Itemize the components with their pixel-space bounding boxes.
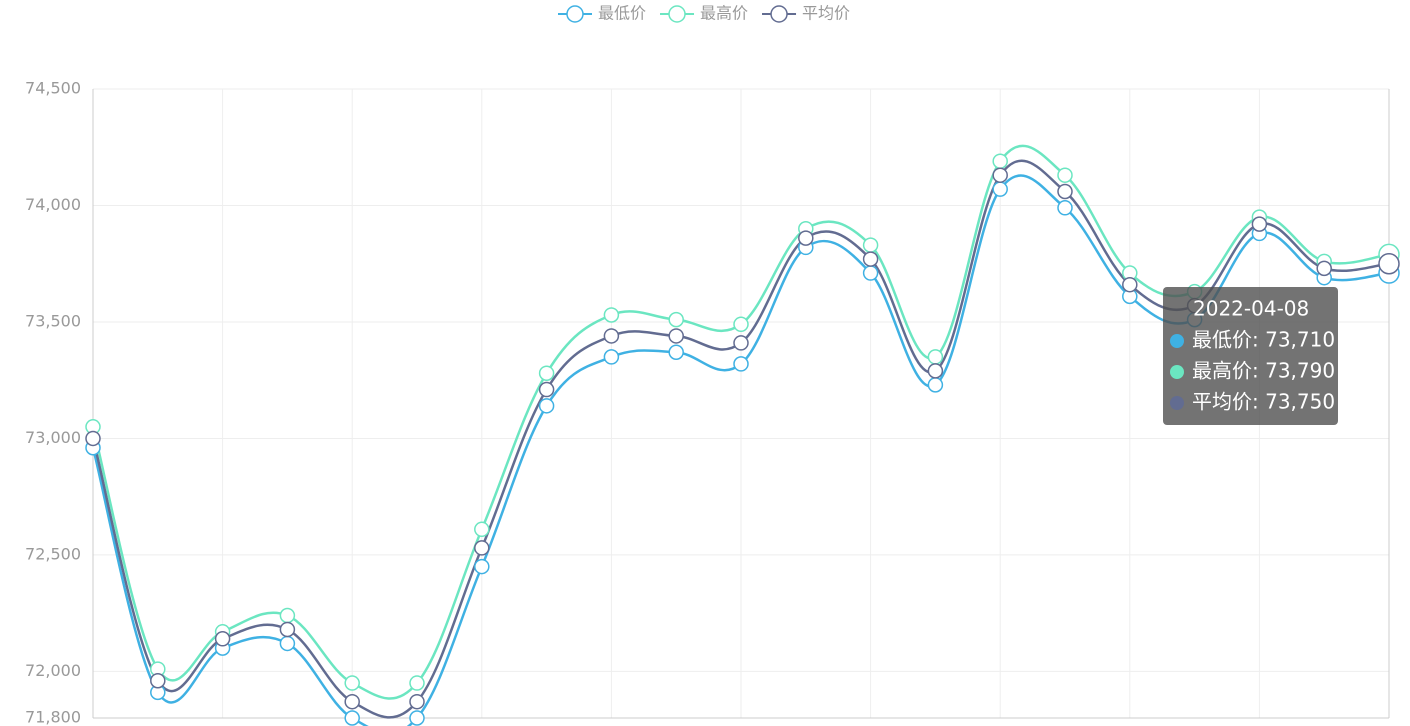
tooltip-dot (1170, 396, 1184, 410)
tooltip-row: 最低价: 73,710 (1192, 328, 1335, 352)
data-point (603, 349, 620, 365)
y-tick-label: 73,000 (25, 428, 81, 447)
data-point (538, 398, 555, 414)
legend-marker (770, 5, 788, 23)
data-point (1057, 183, 1073, 200)
data-point (1251, 216, 1268, 232)
legend-item[interactable]: 最高价 (660, 4, 748, 23)
y-tick-label: 72,500 (25, 544, 81, 563)
data-point (409, 693, 425, 710)
data-point (279, 607, 296, 624)
data-point (992, 181, 1008, 197)
data-point (538, 381, 555, 398)
legend-marker (668, 5, 686, 23)
data-point (992, 153, 1008, 169)
data-point (668, 328, 684, 344)
data-point (733, 316, 749, 333)
data-point (344, 693, 360, 710)
data-point (668, 344, 684, 360)
data-point (279, 635, 296, 652)
data-point (1316, 260, 1332, 277)
legend-label: 最低价 (598, 4, 646, 23)
data-point (409, 675, 425, 691)
data-point (927, 349, 944, 365)
data-point (992, 167, 1008, 183)
data-point (474, 558, 490, 575)
data-point (214, 631, 231, 647)
tooltip-dot (1170, 365, 1184, 379)
data-point (1122, 276, 1138, 293)
tooltip-dot (1170, 334, 1184, 348)
data-point (1057, 200, 1073, 216)
data-point (538, 365, 555, 381)
data-point (668, 311, 684, 328)
data-point (862, 265, 879, 281)
data-point (474, 521, 490, 538)
data-point (603, 307, 620, 323)
y-tick-label: 74,500 (25, 79, 81, 98)
legend-label: 平均价 (802, 4, 850, 23)
legend-item[interactable]: 最低价 (558, 4, 646, 23)
data-point (1057, 167, 1073, 183)
tooltip-row: 平均价: 73,750 (1192, 390, 1335, 414)
y-tick-label: 72,000 (25, 661, 81, 680)
y-tick-label: 71,800 (25, 708, 81, 726)
tooltip-title: 2022-04-08 (1193, 297, 1309, 321)
data-point (85, 430, 101, 447)
legend-item[interactable]: 平均价 (762, 4, 850, 23)
data-point (798, 230, 814, 246)
data-point (344, 710, 360, 726)
data-point (344, 675, 360, 691)
data-point (1378, 252, 1400, 275)
data-point (603, 328, 620, 344)
data-point (733, 335, 749, 351)
tooltip: 2022-04-08 最低价: 73,710 最高价: 73,790 平均价: 73,… (1163, 287, 1338, 425)
data-point (474, 540, 490, 556)
tooltip-row: 最高价: 73,790 (1192, 359, 1335, 383)
data-point (150, 672, 166, 689)
data-point (862, 251, 879, 267)
data-point (927, 377, 944, 393)
y-tick-label: 73,500 (25, 311, 81, 330)
data-point (279, 621, 296, 638)
data-point (409, 710, 425, 726)
legend-label: 最高价 (700, 4, 748, 23)
data-point (733, 356, 749, 372)
data-point (927, 363, 944, 379)
data-point (862, 237, 879, 253)
y-tick-label: 74,000 (25, 195, 81, 214)
tooltip-box (1163, 287, 1338, 425)
legend-marker (566, 5, 584, 23)
